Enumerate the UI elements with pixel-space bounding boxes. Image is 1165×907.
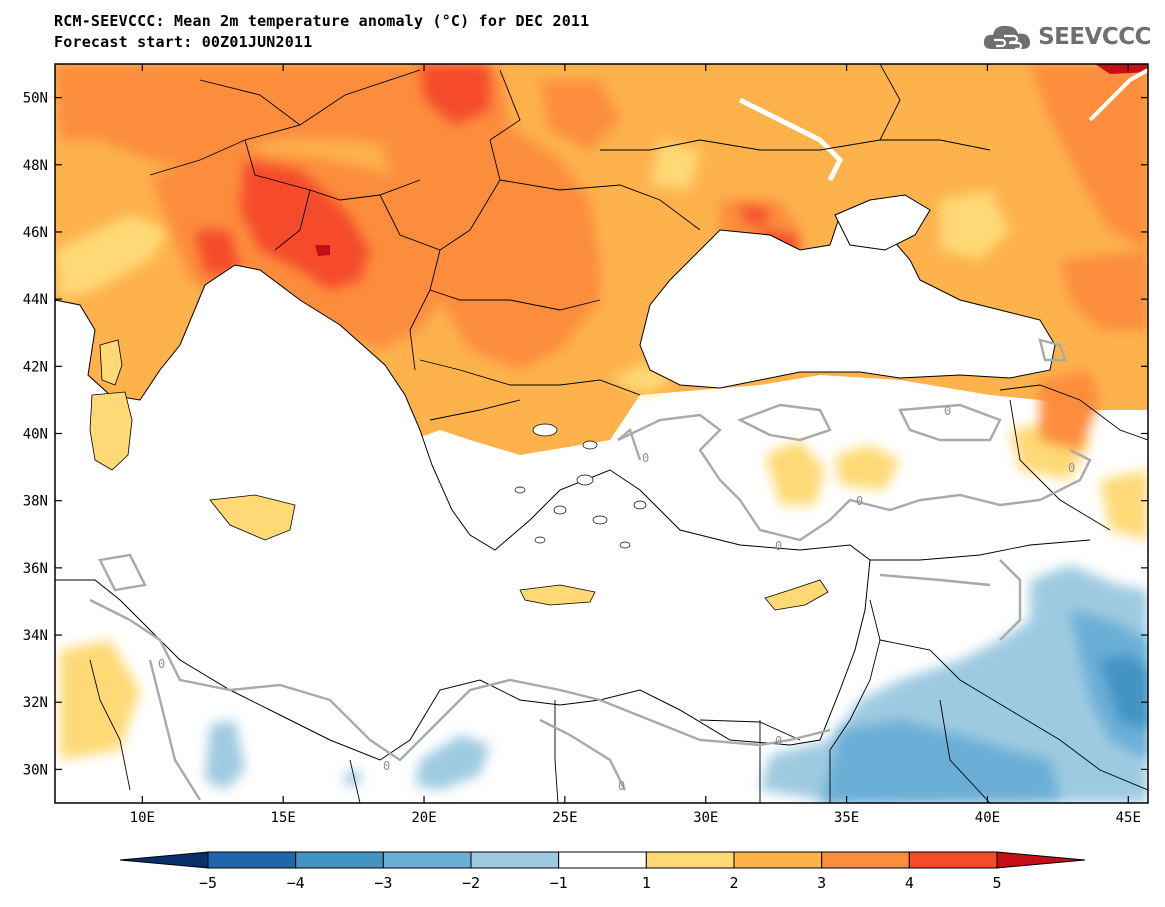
colorbar-label: 5 (992, 874, 1001, 892)
azov-sea (834, 194, 931, 251)
lat-tick-label: 40N (23, 427, 48, 443)
contour-label: 0 (158, 657, 165, 671)
lat-tick-label: 38N (23, 494, 48, 510)
dnieper-reservoir (738, 97, 844, 182)
colorbar-label: −1 (550, 874, 568, 892)
lat-tick-label: 48N (23, 158, 48, 174)
contour-label: 0 (618, 779, 625, 793)
aegean-islands (514, 423, 647, 549)
lat-tick-label: 44N (23, 292, 48, 308)
colorbar-bin (558, 851, 647, 869)
contour-labels: 0 0 0 0 0 0 0 0 0 (158, 404, 1075, 793)
colorbar-bin (908, 851, 998, 869)
colorbar-bin (295, 851, 384, 869)
lon-tick-label: 15E (271, 810, 296, 826)
colorbar-label: 1 (642, 874, 651, 892)
lon-tick-label: 20E (411, 810, 436, 826)
seevccc-logo: SEEVCCC (982, 22, 1151, 52)
map-title: RCM-SEEVCCC: Mean 2m temperature anomaly… (54, 12, 590, 30)
lon-tick-label: 45E (1116, 810, 1141, 826)
lat-tick-label: 42N (23, 359, 48, 375)
contour-label: 0 (944, 404, 951, 418)
zero-contours (89, 338, 1092, 801)
contour-label: 0 (775, 734, 782, 748)
lat-tick-label: 46N (23, 225, 48, 241)
colorbar-bin (821, 851, 910, 869)
colorbar-label: −3 (374, 874, 392, 892)
contour-label: 0 (856, 494, 863, 508)
colorbar-bin (382, 851, 472, 869)
lon-tick-label: 30E (693, 810, 718, 826)
sardinia (89, 391, 133, 471)
lon-tick-label: 35E (834, 810, 859, 826)
colorbar-label: −4 (287, 874, 305, 892)
lon-tick-label: 10E (130, 810, 155, 826)
contour-label: 0 (383, 759, 390, 773)
sicily (209, 494, 296, 541)
lat-tick-label: 32N (23, 695, 48, 711)
anomaly-fill-minus4-minus3 (1100, 655, 1148, 730)
cyprus (764, 579, 829, 611)
anomaly-fill-5-plus (315, 64, 1148, 256)
longitude-axis: 10E 15E 20E 25E 30E 35E 40E 45E (130, 64, 1141, 826)
black-sea (639, 214, 1056, 389)
plot-area: 0 0 0 0 0 0 0 0 0 (55, 64, 1148, 803)
volga-river (1088, 68, 1148, 122)
lat-tick-label: 36N (23, 561, 48, 577)
contour-label: 0 (775, 539, 782, 553)
colorbar-label: −2 (462, 874, 480, 892)
contour-label: 0 (642, 451, 649, 465)
forecast-start-label: Forecast start: 00Z01JUN2011 (54, 33, 313, 51)
corsica (99, 339, 123, 386)
colorbar-bin (207, 851, 297, 869)
colorbar-bin (645, 851, 735, 869)
colorbar: −5 −4 −3 −2 −1 1 2 3 4 5 (119, 851, 1086, 892)
lat-tick-label: 30N (23, 762, 48, 778)
latitude-axis: 30N 32N 34N 36N 38N 40N 42N 44N 46N 48N 50N (23, 91, 1148, 778)
colorbar-bin (733, 851, 823, 869)
crete (519, 584, 596, 606)
lon-tick-label: 25E (552, 810, 577, 826)
colorbar-label: 4 (905, 874, 914, 892)
lat-tick-label: 34N (23, 628, 48, 644)
lon-tick-label: 40E (975, 810, 1000, 826)
colorbar-bin (119, 851, 209, 869)
colorbar-label: 3 (817, 874, 826, 892)
colorbar-label: −5 (199, 874, 217, 892)
lat-tick-label: 50N (23, 91, 48, 107)
cloud-icon (983, 25, 1031, 51)
mediterranean-sea (55, 264, 871, 761)
country-borders (89, 64, 1148, 803)
logo-text: SEEVCCC (1038, 24, 1151, 50)
colorbar-label: 2 (729, 874, 738, 892)
contour-label: 0 (1068, 461, 1075, 475)
colorbar-bin (470, 851, 560, 869)
colorbar-bin (996, 851, 1086, 869)
